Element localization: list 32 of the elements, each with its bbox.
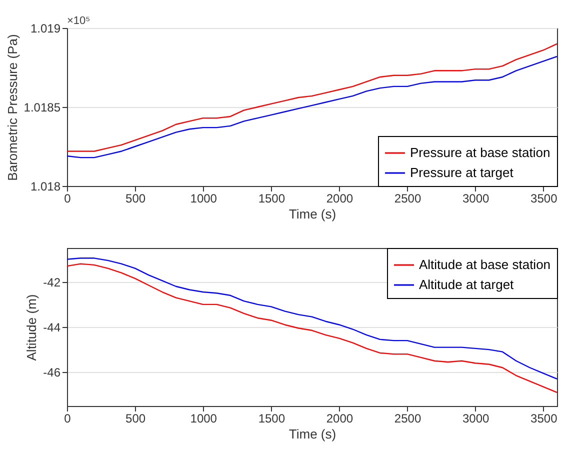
x-tick-label: 3000 xyxy=(462,412,490,426)
legend-label: Altitude at base station xyxy=(419,257,551,272)
x-tick-label: 500 xyxy=(126,412,146,426)
y-tick-label: -46 xyxy=(43,366,61,380)
x-tick-label: 3000 xyxy=(462,192,490,206)
legend-label: Altitude at target xyxy=(419,277,514,292)
x-tick-label: 0 xyxy=(64,412,72,426)
x-axis-title: Time (s) xyxy=(288,206,336,222)
x-tick-label: 2000 xyxy=(326,192,354,206)
y-tick-label: 1.018 xyxy=(30,180,61,194)
line-series xyxy=(67,56,557,158)
x-tick-label: 3500 xyxy=(530,412,558,426)
x-tick-label: 2500 xyxy=(394,192,422,206)
y-axis-title: Barometric Pressure (Pa) xyxy=(4,34,20,181)
y-axis-title: Altitude (m) xyxy=(24,294,40,361)
x-tick-label: 2500 xyxy=(394,412,422,426)
y-tick-label: 1.0185 xyxy=(24,100,61,114)
x-tick-label: 1000 xyxy=(190,412,218,426)
x-tick-label: 1000 xyxy=(190,192,218,206)
x-tick-label: 500 xyxy=(126,192,146,206)
x-tick-label: 0 xyxy=(64,192,72,206)
y-tick-label: 1.019 xyxy=(30,22,61,36)
legend-label: Pressure at target xyxy=(410,165,514,180)
legend-label: Pressure at base station xyxy=(410,145,550,160)
y-tick-label: -42 xyxy=(43,275,61,290)
x-tick-label: 2000 xyxy=(326,412,354,426)
x-tick-label: 1500 xyxy=(258,192,286,206)
y-tick-label: -44 xyxy=(43,320,61,334)
x-axis-title: Time (s) xyxy=(288,426,336,442)
text: ×10⁵ xyxy=(67,15,90,27)
x-tick-label: 3500 xyxy=(530,192,558,206)
x-tick-label: 1500 xyxy=(258,412,286,426)
